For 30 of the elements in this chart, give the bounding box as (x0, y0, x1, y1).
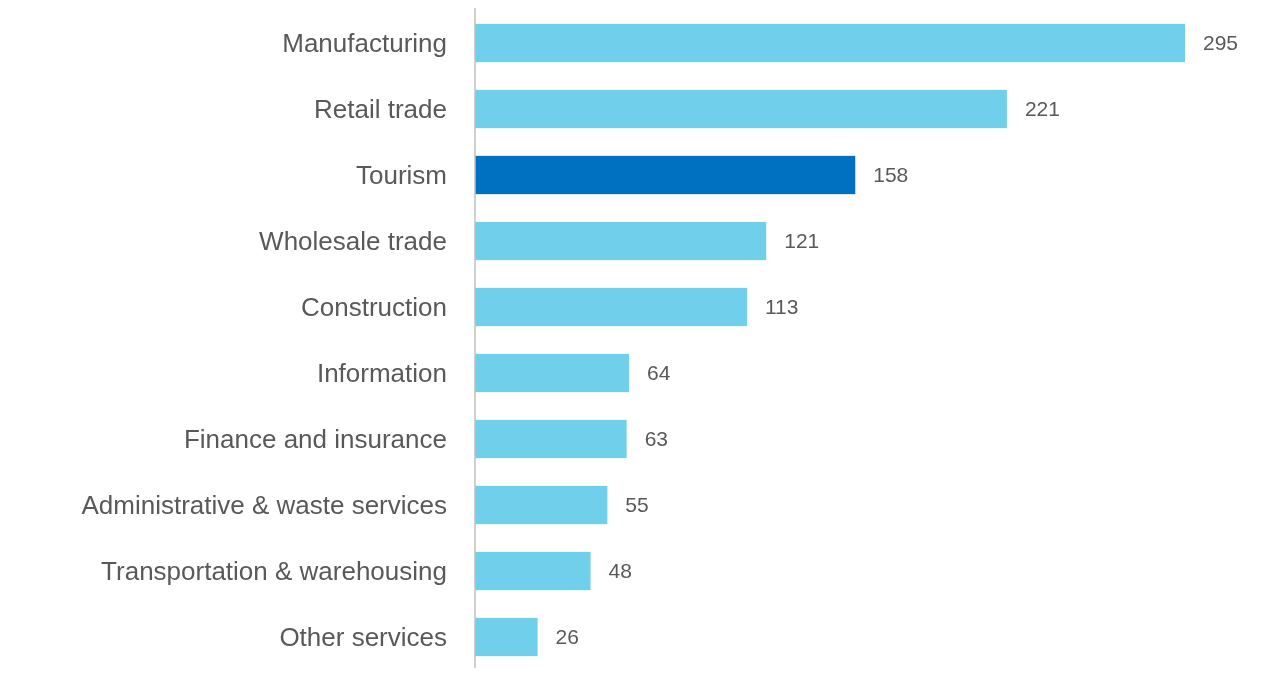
data-label: 64 (647, 361, 671, 385)
bar (475, 23, 1185, 63)
data-label: 295 (1203, 31, 1239, 55)
data-label: 121 (784, 229, 820, 253)
bar (475, 419, 627, 459)
y-tick-label: Administrative & waste services (81, 490, 447, 521)
y-tick-label: Retail trade (314, 94, 447, 125)
bar (475, 353, 630, 393)
bar (475, 485, 608, 525)
data-label: 26 (555, 625, 579, 649)
bar (475, 617, 538, 657)
y-tick-label: Other services (279, 622, 447, 653)
y-tick-label: Information (316, 358, 447, 389)
data-label: 158 (873, 163, 909, 187)
data-label: 221 (1024, 97, 1060, 121)
bar (475, 89, 1007, 129)
data-label: 48 (608, 559, 632, 583)
y-tick-label: Wholesale trade (259, 226, 447, 257)
y-tick-label: Tourism (355, 160, 447, 191)
y-tick-label: Construction (301, 292, 447, 323)
data-label: 63 (644, 427, 668, 451)
bar (475, 221, 767, 261)
bar (475, 155, 856, 195)
y-tick-label: Finance and insurance (183, 424, 447, 455)
bar (475, 287, 747, 327)
data-label: 55 (625, 493, 649, 517)
bar (475, 551, 591, 591)
data-label: 113 (764, 295, 799, 319)
y-tick-label: Transportation & warehousing (101, 556, 447, 587)
y-tick-label: Manufacturing (282, 28, 447, 59)
